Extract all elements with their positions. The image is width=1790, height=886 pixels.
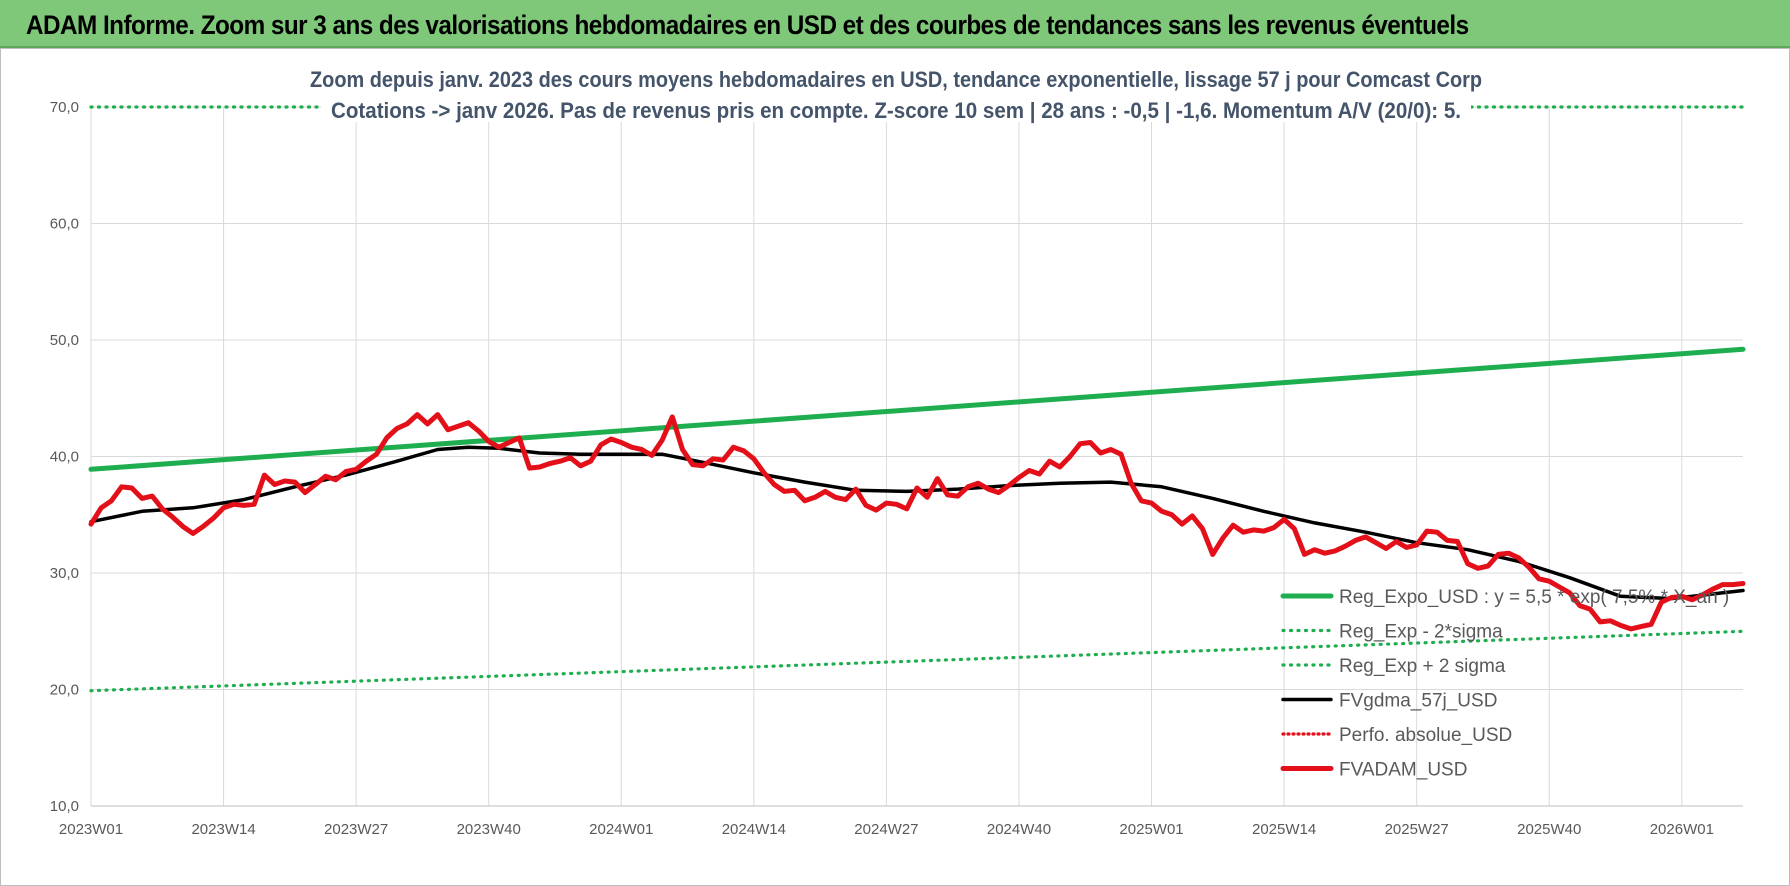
report-title: ADAM Informe. Zoom sur 3 ans des valoris… (26, 10, 1469, 40)
x-tick-label: 2023W14 (191, 821, 255, 838)
chart-legend: Reg_Expo_USD : y = 5,5 * exp( 7,5% * X_a… (1280, 587, 1729, 781)
y-axis-ticks: 10,0 20,0 30,0 40,0 50,0 60,0 70,0 (50, 99, 79, 815)
x-tick-label: 2025W14 (1252, 821, 1316, 838)
x-tick-label: 2024W40 (987, 821, 1051, 838)
chart-title: Zoom depuis janv. 2023 des cours moyens … (310, 67, 1482, 92)
x-tick-label: 2023W40 (457, 821, 521, 838)
y-tick-label: 70,0 (50, 99, 79, 116)
x-tick-label: 2024W14 (722, 821, 786, 838)
legend-label: Perfo. absolue_USD (1339, 725, 1512, 746)
legend-label: Reg_Exp - 2*sigma (1339, 622, 1503, 643)
y-tick-label: 30,0 (50, 565, 79, 582)
trend-chart: 10,020,030,040,050,060,070,0 2023W01 2023… (50, 64, 1746, 838)
chart-frame: 10,0 20,0 30,0 40,0 50,0 60,0 70,0 2023W01 2023… (0, 48, 1790, 886)
x-tick-label: 2024W01 (589, 821, 653, 838)
x-tick-label: 2023W01 (59, 821, 123, 838)
series-reg-minus-2sigma (89, 629, 1745, 693)
x-tick-label: 2025W40 (1517, 821, 1581, 838)
y-tick-label: 50,0 (50, 332, 79, 349)
series-reg-expo (88, 346, 1746, 472)
chart-titles: Zoom depuis janv. 2023 des cours moyens … (310, 64, 1482, 123)
y-tick-label: 60,0 (50, 216, 79, 233)
y-tick-label: 10,0 (50, 798, 79, 815)
y-tick-label: 20,0 (50, 682, 79, 699)
x-tick-label: 2025W27 (1385, 821, 1449, 838)
x-tick-label: 2023W27 (324, 821, 388, 838)
x-tick-label: 2025W01 (1119, 821, 1183, 838)
y-tick-label: 40,0 (50, 449, 79, 466)
legend-label: FVADAM_USD (1339, 760, 1467, 781)
x-axis-ticks: 2023W01 2023W14 2023W27 2023W40 2024W01 2024W… (59, 821, 1714, 838)
series-fvadam (88, 412, 1746, 632)
legend-label: Reg_Expo_USD : y = 5,5 * exp( 7,5% * X_a… (1339, 587, 1729, 608)
chart-subtitle: Cotations -> janv 2026. Pas de revenus p… (331, 98, 1461, 123)
legend-label: FVgdma_57j_USD (1339, 691, 1497, 712)
report-banner: ADAM Informe. Zoom sur 3 ans des valoris… (0, 0, 1790, 48)
series-fvgdma-57j (89, 445, 1745, 601)
x-tick-label: 2026W01 (1650, 821, 1714, 838)
x-tick-label: 2024W27 (854, 821, 918, 838)
legend-label: Reg_Exp + 2 sigma (1339, 656, 1506, 677)
title-backdrop (321, 64, 1471, 122)
